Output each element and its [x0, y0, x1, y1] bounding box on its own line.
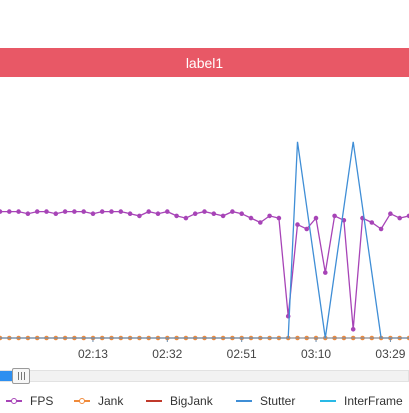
- legend-label: Stutter: [260, 394, 296, 408]
- fps-legend-icon: [6, 396, 22, 406]
- jank-legend-icon: [74, 396, 90, 406]
- data-point-fps[interactable]: [378, 226, 384, 232]
- data-point-fps[interactable]: [248, 215, 254, 221]
- plot-area: [0, 141, 409, 341]
- data-point-fps[interactable]: [7, 209, 12, 214]
- data-point-fps[interactable]: [53, 211, 59, 216]
- data-point-fps[interactable]: [267, 213, 272, 219]
- bigjank-legend-icon: [146, 396, 162, 406]
- data-point-fps[interactable]: [323, 270, 328, 275]
- data-point-fps[interactable]: [350, 327, 356, 332]
- chart-legend: FPS Jank BigJank Stutter InterFrame: [0, 392, 409, 410]
- data-point-fps[interactable]: [165, 209, 170, 214]
- data-point-fps[interactable]: [90, 211, 96, 216]
- data-point-fps[interactable]: [211, 211, 217, 216]
- data-point-fps[interactable]: [127, 211, 133, 216]
- data-point-fps[interactable]: [397, 215, 403, 221]
- data-point-fps[interactable]: [276, 215, 282, 221]
- data-point-fps[interactable]: [72, 209, 77, 214]
- legend-item-jank[interactable]: Jank: [74, 392, 123, 410]
- legend-item-stutter[interactable]: Stutter: [236, 392, 295, 410]
- data-point-fps[interactable]: [118, 209, 124, 214]
- time-range-scrollbar[interactable]: [0, 366, 409, 384]
- data-point-fps[interactable]: [137, 213, 142, 219]
- data-point-fps[interactable]: [146, 209, 151, 214]
- data-point-fps[interactable]: [155, 211, 161, 216]
- data-point-fps[interactable]: [62, 209, 68, 214]
- chart-title-banner: label1: [0, 48, 409, 77]
- data-point-fps[interactable]: [183, 215, 189, 221]
- series-line-fps: [0, 210, 409, 330]
- x-tick-label: 03:10: [301, 347, 331, 361]
- data-point-fps[interactable]: [0, 209, 3, 214]
- data-point-fps[interactable]: [81, 209, 86, 214]
- x-tick-label: 02:13: [78, 347, 108, 361]
- data-point-fps[interactable]: [192, 211, 198, 216]
- data-point-fps[interactable]: [258, 220, 263, 225]
- data-point-fps[interactable]: [230, 209, 235, 214]
- data-point-fps[interactable]: [295, 222, 300, 227]
- data-point-fps[interactable]: [332, 213, 337, 219]
- series-line-stutter: [0, 141, 409, 339]
- interframe-legend-icon: [320, 396, 336, 406]
- legend-label: BigJank: [170, 394, 213, 408]
- x-tick-label: 02:32: [152, 347, 182, 361]
- data-point-fps[interactable]: [109, 209, 114, 214]
- legend-label: FPS: [30, 394, 54, 408]
- data-point-fps[interactable]: [313, 215, 319, 221]
- data-point-fps[interactable]: [44, 209, 49, 214]
- data-point-fps[interactable]: [369, 220, 375, 225]
- chart-title: label1: [185, 54, 224, 71]
- data-point-fps[interactable]: [16, 209, 21, 214]
- scrollbar-track[interactable]: [0, 370, 409, 382]
- data-point-fps[interactable]: [220, 213, 226, 219]
- legend-item-interframe[interactable]: InterFrame: [320, 392, 403, 410]
- legend-label: Jank: [98, 394, 124, 408]
- stutter-legend-icon: [236, 396, 252, 406]
- scrollbar-selected-range: [0, 371, 13, 381]
- legend-label: InterFrame: [344, 394, 403, 408]
- data-point-fps[interactable]: [99, 209, 105, 214]
- data-point-fps[interactable]: [34, 209, 40, 214]
- x-tick-label: 03:29: [375, 347, 405, 361]
- data-point-fps[interactable]: [174, 213, 179, 219]
- scrollbar-handle[interactable]: [12, 368, 31, 384]
- data-point-fps[interactable]: [25, 211, 31, 216]
- data-point-fps[interactable]: [239, 211, 244, 216]
- data-point-fps[interactable]: [388, 211, 393, 216]
- data-point-fps[interactable]: [202, 209, 207, 214]
- legend-item-fps[interactable]: FPS: [6, 392, 53, 410]
- data-point-fps[interactable]: [304, 226, 310, 232]
- x-tick-label: 02:51: [227, 347, 257, 361]
- legend-item-bigjank[interactable]: BigJank: [146, 392, 213, 410]
